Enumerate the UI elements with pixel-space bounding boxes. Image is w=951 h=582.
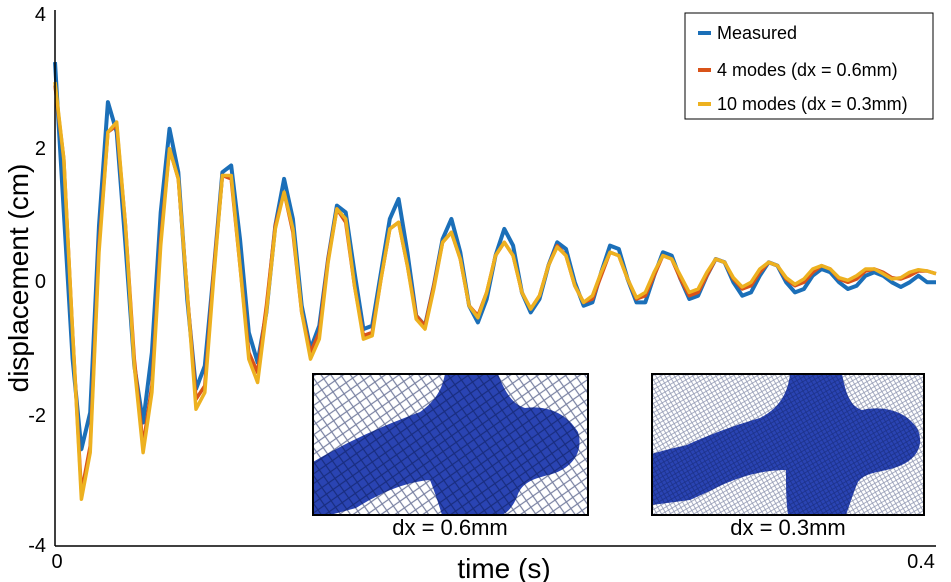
y-tick-label: -4 [28, 535, 46, 557]
plot-area [53, 61, 937, 502]
x-axis-title: time (s) [457, 553, 550, 582]
inset-caption-fine: dx = 0.3mm [730, 515, 846, 540]
legend-label-4-modes: 4 modes (dx = 0.6mm) [717, 60, 898, 80]
x-tick-label: 0 [51, 551, 62, 573]
y-axis-title: displacement (cm) [3, 164, 34, 393]
y-tick-label: 2 [35, 138, 46, 160]
fine-voxel-texture [652, 374, 924, 515]
inset-coarse-frame [312, 373, 589, 516]
legend: Measured 4 modes (dx = 0.6mm) 10 modes (… [684, 12, 934, 120]
coarse-voxel-texture [313, 374, 588, 515]
inset-fine-frame [651, 373, 925, 516]
inset-coarse-mesh: dx = 0.6mm [312, 373, 589, 540]
legend-label-measured: Measured [717, 23, 797, 43]
y-tick-label: -2 [28, 405, 46, 427]
y-tick-label: 0 [35, 271, 46, 293]
x-tick-label: 0.4 [907, 551, 935, 573]
series-line-10-modes [53, 81, 937, 502]
legend-box [684, 12, 934, 120]
legend-label-10-modes: 10 modes (dx = 0.3mm) [717, 94, 908, 114]
inset-caption-coarse: dx = 0.6mm [392, 515, 508, 540]
y-tick-label: 4 [35, 4, 46, 26]
inset-fine-mesh: dx = 0.3mm [651, 373, 925, 540]
